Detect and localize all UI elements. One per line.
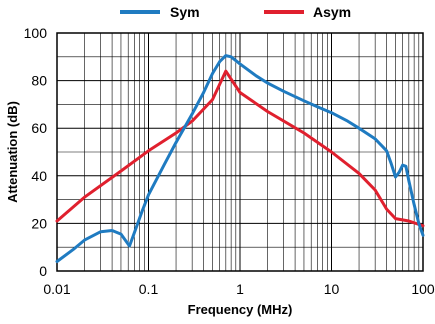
- legend-label-asym: Asym: [313, 4, 351, 20]
- series-line-asym: [55, 69, 425, 228]
- legend: Sym Asym: [120, 4, 351, 20]
- plot-frame: [56, 32, 424, 272]
- y-tick-label: 20: [31, 215, 47, 231]
- x-tick-label: 10: [324, 281, 340, 297]
- x-axis-ticks: 0.01 0.1 1 10 100: [43, 281, 435, 297]
- x-tick-label: 0.1: [139, 281, 159, 297]
- y-tick-label: 80: [31, 73, 47, 89]
- y-tick-label: 40: [31, 168, 47, 184]
- x-axis-title: Frequency (MHz): [188, 302, 293, 317]
- y-tick-label: 60: [31, 120, 47, 136]
- x-tick-label: 1: [236, 281, 244, 297]
- x-tick-label: 100: [411, 281, 435, 297]
- y-tick-label: 100: [24, 25, 48, 41]
- y-axis-ticks: 0 20 40 60 80 100: [24, 25, 48, 279]
- series-line-sym: [55, 54, 425, 263]
- grid: [57, 33, 423, 271]
- y-axis-title: Attenuation (dB): [5, 101, 20, 203]
- y-tick-label: 0: [39, 263, 47, 279]
- series-layer: [55, 54, 425, 263]
- x-tick-label: 0.01: [43, 281, 70, 297]
- legend-label-sym: Sym: [170, 4, 200, 20]
